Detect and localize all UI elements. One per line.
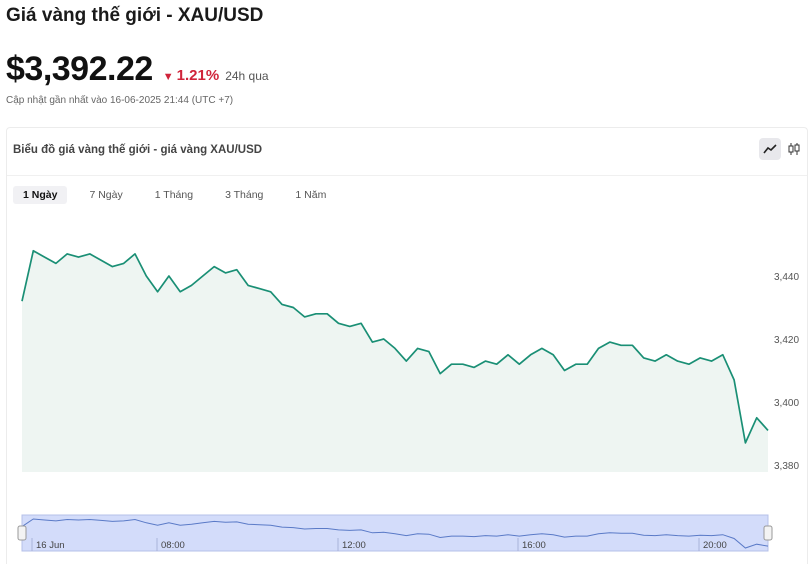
y-axis-ticks: 3,380 3,400 3,420 3,440	[774, 272, 799, 472]
line-chart-icon	[763, 144, 777, 154]
card-divider	[7, 175, 807, 176]
caret-down-icon: ▼	[162, 71, 174, 83]
current-price: $3,392.22	[6, 50, 153, 88]
y-tick-label: 3,400	[774, 398, 799, 409]
candlestick-icon	[788, 143, 800, 155]
navigator-label: 16 Jun	[36, 540, 65, 551]
y-tick-label: 3,380	[774, 461, 799, 472]
line-chart-toggle[interactable]	[759, 138, 781, 160]
chart-card: Biểu đồ giá vàng thế giới - giá vàng XAU…	[6, 127, 808, 564]
time-navigator[interactable]: 16 Jun 08:00 12:00 16:00 20:00	[17, 514, 773, 552]
navigator-line	[21, 518, 769, 549]
page-title: Giá vàng thế giới - XAU/USD	[6, 5, 264, 26]
navigator-label: 20:00	[703, 540, 727, 551]
navigator-time-labels: 16 Jun 08:00 12:00 16:00 20:00	[31, 538, 727, 551]
navigator-handle-left[interactable]	[17, 525, 27, 541]
price-row: $3,392.22 ▼ 1.21% 24h qua	[6, 50, 269, 89]
candlestick-toggle[interactable]	[783, 138, 805, 160]
tab-3-months[interactable]: 3 Tháng	[225, 189, 264, 201]
navigator-label: 12:00	[342, 540, 366, 551]
range-tabs: 1 Ngày 7 Ngày 1 Tháng 3 Tháng 1 Năm	[13, 186, 348, 204]
chart-title: Biểu đồ giá vàng thế giới - giá vàng XAU…	[13, 144, 263, 156]
change-period: 24h qua	[225, 69, 269, 83]
tab-1-year[interactable]: 1 Năm	[295, 189, 327, 201]
y-tick-label: 3,420	[774, 335, 799, 346]
tab-1-month[interactable]: 1 Tháng	[154, 189, 194, 201]
last-updated: Cập nhật gần nhất vào 16-06-2025 21:44 (…	[6, 95, 234, 106]
navigator-window[interactable]	[21, 514, 769, 552]
price-area-fill	[22, 250, 768, 472]
tab-1-day[interactable]: 1 Ngày	[13, 186, 68, 204]
navigator-handle-right[interactable]	[763, 525, 773, 541]
navigator-label: 08:00	[161, 540, 185, 551]
price-change-percent: 1.21%	[176, 67, 220, 84]
tab-7-days[interactable]: 7 Ngày	[89, 189, 123, 201]
y-tick-label: 3,440	[774, 272, 799, 283]
navigator-label: 16:00	[522, 540, 546, 551]
price-line	[21, 249, 769, 444]
